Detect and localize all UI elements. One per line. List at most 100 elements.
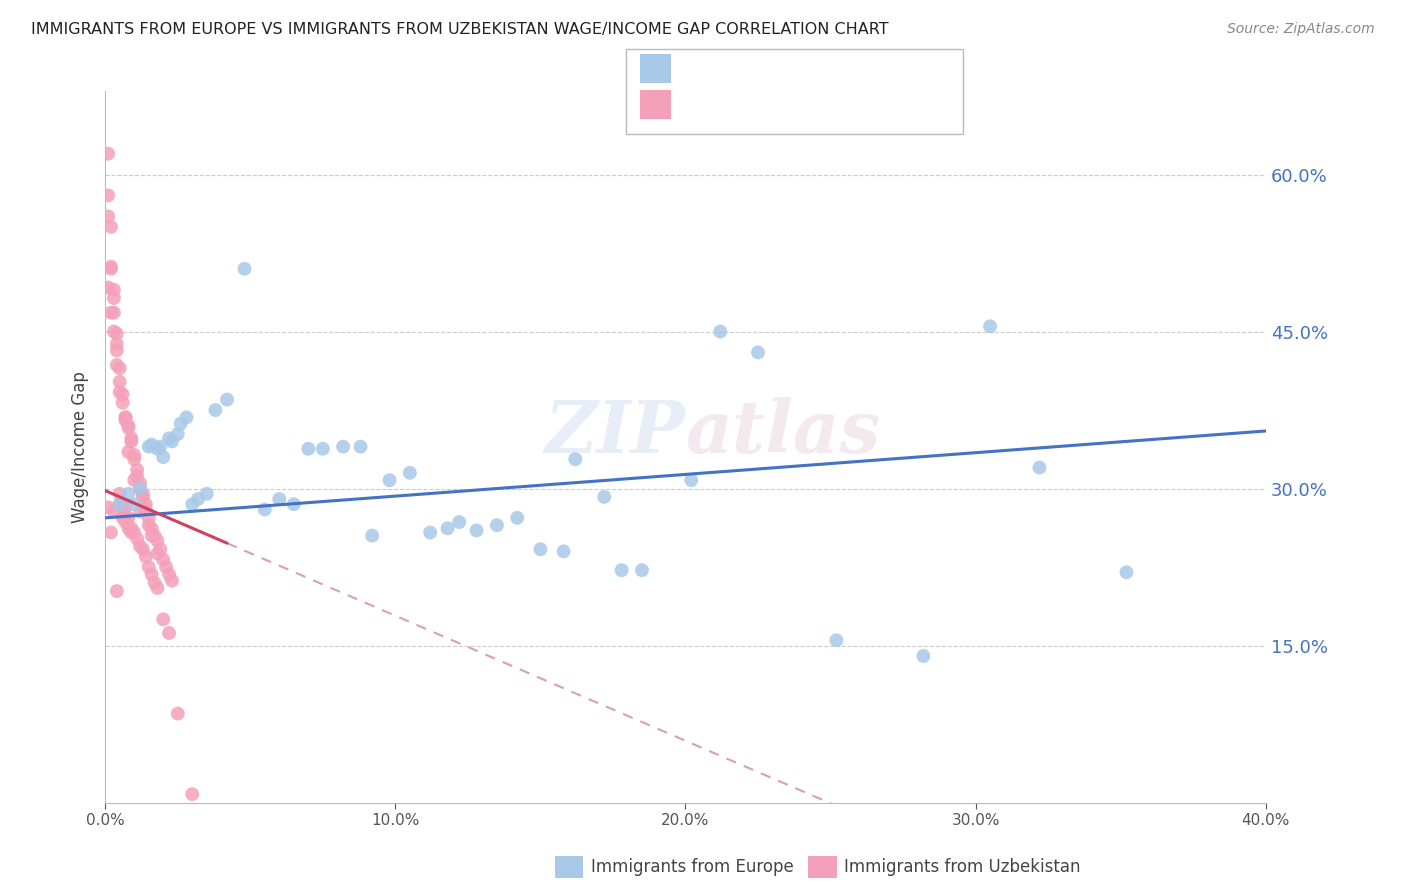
Point [135,549,157,564]
Point [129,482,152,496]
Point [127,469,149,483]
Point [146,533,169,548]
Point [593,490,616,504]
Point [122,497,145,511]
Point [97,500,120,515]
Point [111,387,134,401]
Point [157,431,180,445]
Text: 0.170: 0.170 [731,60,787,78]
Point [181,787,204,801]
Point [100,219,122,234]
Point [97,280,120,294]
Text: Immigrants from Europe: Immigrants from Europe [591,858,793,876]
Point [120,525,142,540]
Point [108,385,131,400]
Y-axis label: Wage/Income Gap: Wage/Income Gap [72,371,89,523]
Point [146,442,169,456]
Point [157,626,180,640]
Text: -0.147: -0.147 [721,95,786,113]
Point [103,283,125,297]
Point [825,633,848,648]
Point [349,440,371,454]
Point [127,463,149,477]
Point [138,518,160,533]
Point [135,502,157,516]
Point [553,544,575,558]
Point [152,612,174,626]
Point [485,518,508,533]
Point [361,528,384,542]
Point [122,452,145,467]
Point [681,473,703,487]
Point [979,319,1001,334]
Point [108,375,131,389]
Point [97,146,120,161]
Point [129,476,152,491]
Text: R =: R = [685,60,724,78]
Point [146,546,169,560]
Text: Immigrants from Uzbekistan: Immigrants from Uzbekistan [844,858,1080,876]
Point [215,392,238,407]
Point [529,542,551,557]
Point [160,434,183,449]
Point [108,497,131,511]
Point [100,261,122,276]
Point [111,511,134,525]
Text: N =: N = [808,60,848,78]
Point [269,491,291,506]
Point [564,452,586,467]
Point [117,418,139,433]
Point [912,648,935,663]
Point [105,343,128,358]
Point [114,413,136,427]
Point [122,473,145,487]
Point [152,450,174,464]
Point [399,466,422,480]
Point [747,345,769,359]
Point [149,440,172,454]
Point [135,497,157,511]
Point [204,403,226,417]
Point [149,542,172,557]
Point [146,581,169,595]
Point [141,567,163,582]
Point [122,448,145,462]
Point [312,442,335,456]
Point [132,490,155,504]
Point [129,482,152,496]
Text: Source: ZipAtlas.com: Source: ZipAtlas.com [1227,22,1375,37]
Point [610,563,633,577]
Point [114,515,136,529]
Point [117,421,139,435]
Point [1115,566,1137,580]
Point [176,410,198,425]
Point [120,431,142,445]
Point [132,542,155,557]
Point [120,434,142,449]
Point [187,491,209,506]
Point [100,260,122,274]
Point [143,575,166,590]
Point [114,500,136,515]
Point [506,511,529,525]
Point [132,487,155,501]
Point [138,560,160,574]
Point [141,437,163,451]
Point [143,528,166,542]
Point [141,528,163,542]
Point [114,410,136,425]
Point [97,210,120,224]
Point [233,261,256,276]
Point [160,574,183,588]
Text: IMMIGRANTS FROM EUROPE VS IMMIGRANTS FROM UZBEKISTAN WAGE/INCOME GAP CORRELATION: IMMIGRANTS FROM EUROPE VS IMMIGRANTS FRO… [31,22,889,37]
Point [103,505,125,519]
Point [709,325,731,339]
Point [100,525,122,540]
Point [253,502,276,516]
Text: atlas: atlas [686,397,880,468]
Point [129,505,152,519]
Point [103,291,125,305]
Text: 50: 50 [855,60,880,78]
Point [105,584,128,599]
Point [631,563,654,577]
